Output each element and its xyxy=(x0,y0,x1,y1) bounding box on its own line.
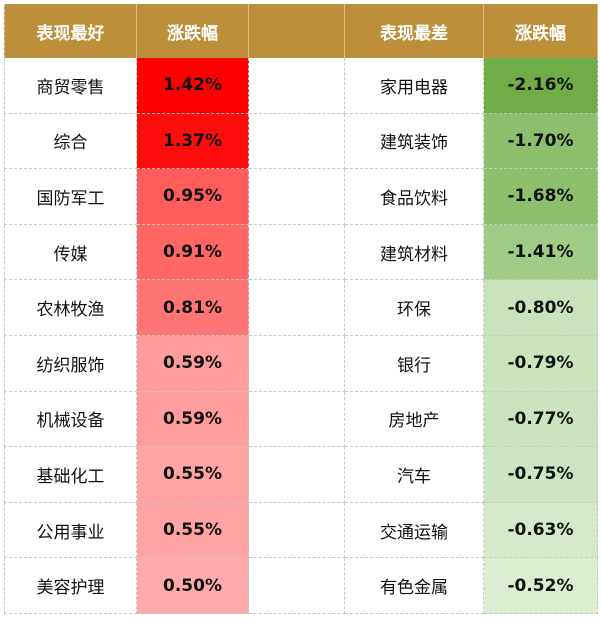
best-change-value: 0.95% xyxy=(137,169,249,225)
worst-change-value: -0.63% xyxy=(484,502,598,559)
best-change-value: 0.50% xyxy=(137,558,249,614)
header-worst-name: 表现最差 xyxy=(345,4,484,58)
worst-change-value: -0.75% xyxy=(484,447,598,503)
best-industry-name: 商贸零售 xyxy=(4,58,137,114)
worst-change-value: -1.68% xyxy=(484,169,598,225)
worst-industry-name: 银行 xyxy=(345,335,484,392)
spacer-cell xyxy=(249,558,345,614)
header-best-change: 涨跌幅 xyxy=(137,4,249,58)
header-worst-change: 涨跌幅 xyxy=(484,4,598,58)
worst-change-value: -0.79% xyxy=(484,335,598,392)
best-change-value: 0.81% xyxy=(137,280,249,336)
spacer-cell xyxy=(249,280,345,336)
worst-industry-name: 建筑装饰 xyxy=(345,113,484,170)
best-change-value: 1.37% xyxy=(137,113,249,170)
spacer-cell xyxy=(249,169,345,225)
worst-change-value: -1.41% xyxy=(484,224,598,281)
spacer-cell xyxy=(249,447,345,503)
worst-industry-name: 环保 xyxy=(345,280,484,336)
best-change-value: 0.55% xyxy=(137,502,249,559)
worst-industry-name: 交通运输 xyxy=(345,502,484,559)
best-industry-name: 传媒 xyxy=(4,224,137,281)
best-change-value: 0.55% xyxy=(137,447,249,503)
worst-industry-name: 房地产 xyxy=(345,391,484,448)
spacer-cell xyxy=(249,224,345,281)
worst-industry-name: 食品饮料 xyxy=(345,169,484,225)
header-best-name: 表现最好 xyxy=(4,4,137,58)
best-change-value: 0.59% xyxy=(137,391,249,448)
spacer-cell xyxy=(249,391,345,448)
worst-industry-name: 有色金属 xyxy=(345,558,484,614)
best-industry-name: 综合 xyxy=(4,113,137,170)
best-industry-name: 农林牧渔 xyxy=(4,280,137,336)
best-change-value: 0.59% xyxy=(137,335,249,392)
best-change-value: 0.91% xyxy=(137,224,249,281)
worst-industry-name: 建筑材料 xyxy=(345,224,484,281)
best-industry-name: 基础化工 xyxy=(4,447,137,503)
worst-change-value: -1.70% xyxy=(484,113,598,170)
best-industry-name: 纺织服饰 xyxy=(4,335,137,392)
best-industry-name: 国防军工 xyxy=(4,169,137,225)
worst-industry-name: 家用电器 xyxy=(345,58,484,114)
best-industry-name: 公用事业 xyxy=(4,502,137,559)
best-industry-name: 美容护理 xyxy=(4,558,137,614)
header-gap xyxy=(249,4,345,58)
spacer-cell xyxy=(249,113,345,170)
worst-change-value: -2.16% xyxy=(484,58,598,114)
worst-industry-name: 汽车 xyxy=(345,447,484,503)
spacer-cell xyxy=(249,502,345,559)
spacer-cell xyxy=(249,335,345,392)
spacer-cell xyxy=(249,58,345,114)
best-industry-name: 机械设备 xyxy=(4,391,137,448)
industry-performance-table: 表现最好 涨跌幅 表现最差 涨跌幅 商贸零售 1.42% 家用电器 -2.16% 综合 1… xyxy=(4,4,598,614)
best-change-value: 1.42% xyxy=(137,58,249,114)
worst-change-value: -0.52% xyxy=(484,558,598,614)
worst-change-value: -0.80% xyxy=(484,280,598,336)
worst-change-value: -0.77% xyxy=(484,391,598,448)
